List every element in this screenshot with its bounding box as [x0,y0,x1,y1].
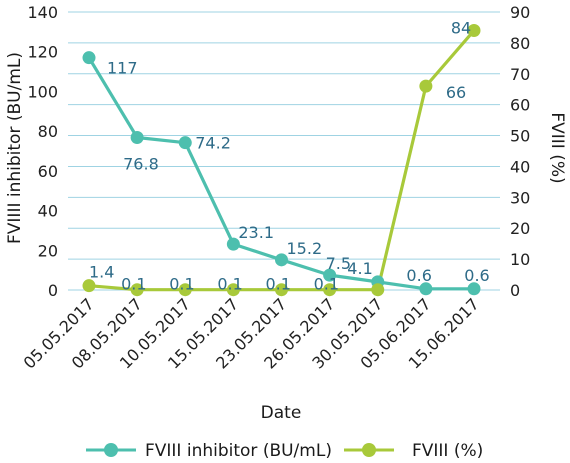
data-point [419,282,433,296]
data-point [226,283,240,297]
y-right-tick-label: 30 [510,188,530,207]
data-label: 0.1 [169,275,194,294]
data-point [275,253,288,267]
data-point [82,279,96,293]
legend-swatch-marker [104,443,118,457]
data-point [419,79,433,93]
y-right-tick-label: 60 [510,96,530,115]
y-left-tick-label: 120 [27,43,58,62]
y-right-tick-label: 80 [510,34,530,53]
y-left-tick-label: 20 [38,241,58,260]
data-label: 0.1 [121,275,146,294]
legend-item-fviii: FVIII (%) [344,441,483,461]
y-right-tick-label: 70 [510,65,530,84]
data-point [467,24,481,38]
y-left-tick-label: 140 [27,3,58,22]
data-point [178,136,192,150]
right-axis-ticks: 0 10 20 30 40 50 60 70 80 90 [510,3,530,300]
y-right-tick-label: 50 [510,127,530,146]
data-point [82,51,96,65]
y-left-tick-label: 80 [38,122,58,141]
series-points [82,24,481,297]
y-right-tick-label: 10 [510,250,530,269]
data-point [371,283,385,297]
data-point [275,283,288,297]
data-point [130,130,144,144]
legend-label: FVIII (%) [412,441,483,461]
data-label: 0.1 [314,275,339,294]
y-right-tick-label: 40 [510,157,530,176]
data-label: 0.1 [266,275,291,294]
y-left-tick-label: 40 [38,202,58,221]
data-label: 0.1 [217,275,242,294]
data-point [226,237,240,251]
data-label: 76.8 [123,154,159,173]
left-axis-ticks: 0 20 40 60 80 100 120 140 [27,3,58,300]
data-point [323,283,337,297]
y-left-tick-label: 0 [48,281,58,300]
legend-item-inhibitor: FVIII inhibitor (BU/mL) [86,441,332,461]
y-right-tick-label: 20 [510,219,530,238]
x-axis-ticks: 05.05.201708.05.201710.05.201715.05.2017… [20,294,483,372]
grid [68,11,500,291]
y-axis-right-title: FVIII (%) [547,112,567,183]
data-label: 7.5 [326,254,351,273]
data-label: 23.1 [238,223,274,242]
y-right-tick-label: 90 [510,3,530,22]
data-label: 0.6 [464,266,489,285]
data-point [467,282,481,296]
legend: FVIII inhibitor (BU/mL) FVIII (%) [86,441,483,461]
data-label: 0.6 [406,266,431,285]
x-axis-title: Date [261,403,302,423]
data-label: 117 [107,59,138,78]
y-left-tick-label: 100 [27,82,58,101]
data-label: 66 [446,83,466,102]
y-axis-left-title: FVIIII inhibitor (BU/mL) [5,52,25,244]
data-label: 4.1 [347,259,372,278]
data-point [130,283,144,297]
y-left-tick-label: 60 [38,162,58,181]
y-right-tick-label: 0 [510,281,520,300]
data-label: 15.2 [287,239,323,258]
data-point [323,268,337,282]
legend-swatch-marker [362,443,376,457]
data-label: 74.2 [195,134,231,153]
data-point [178,283,192,297]
data-label: 84 [451,19,471,38]
data-label: 1.4 [89,263,114,282]
data-labels: 117 76.8 74.2 23.1 15.27.54.1 0.6 0.6 1.4 0.1 0.1… [89,19,490,294]
legend-label: FVIII inhibitor (BU/mL) [145,441,332,461]
